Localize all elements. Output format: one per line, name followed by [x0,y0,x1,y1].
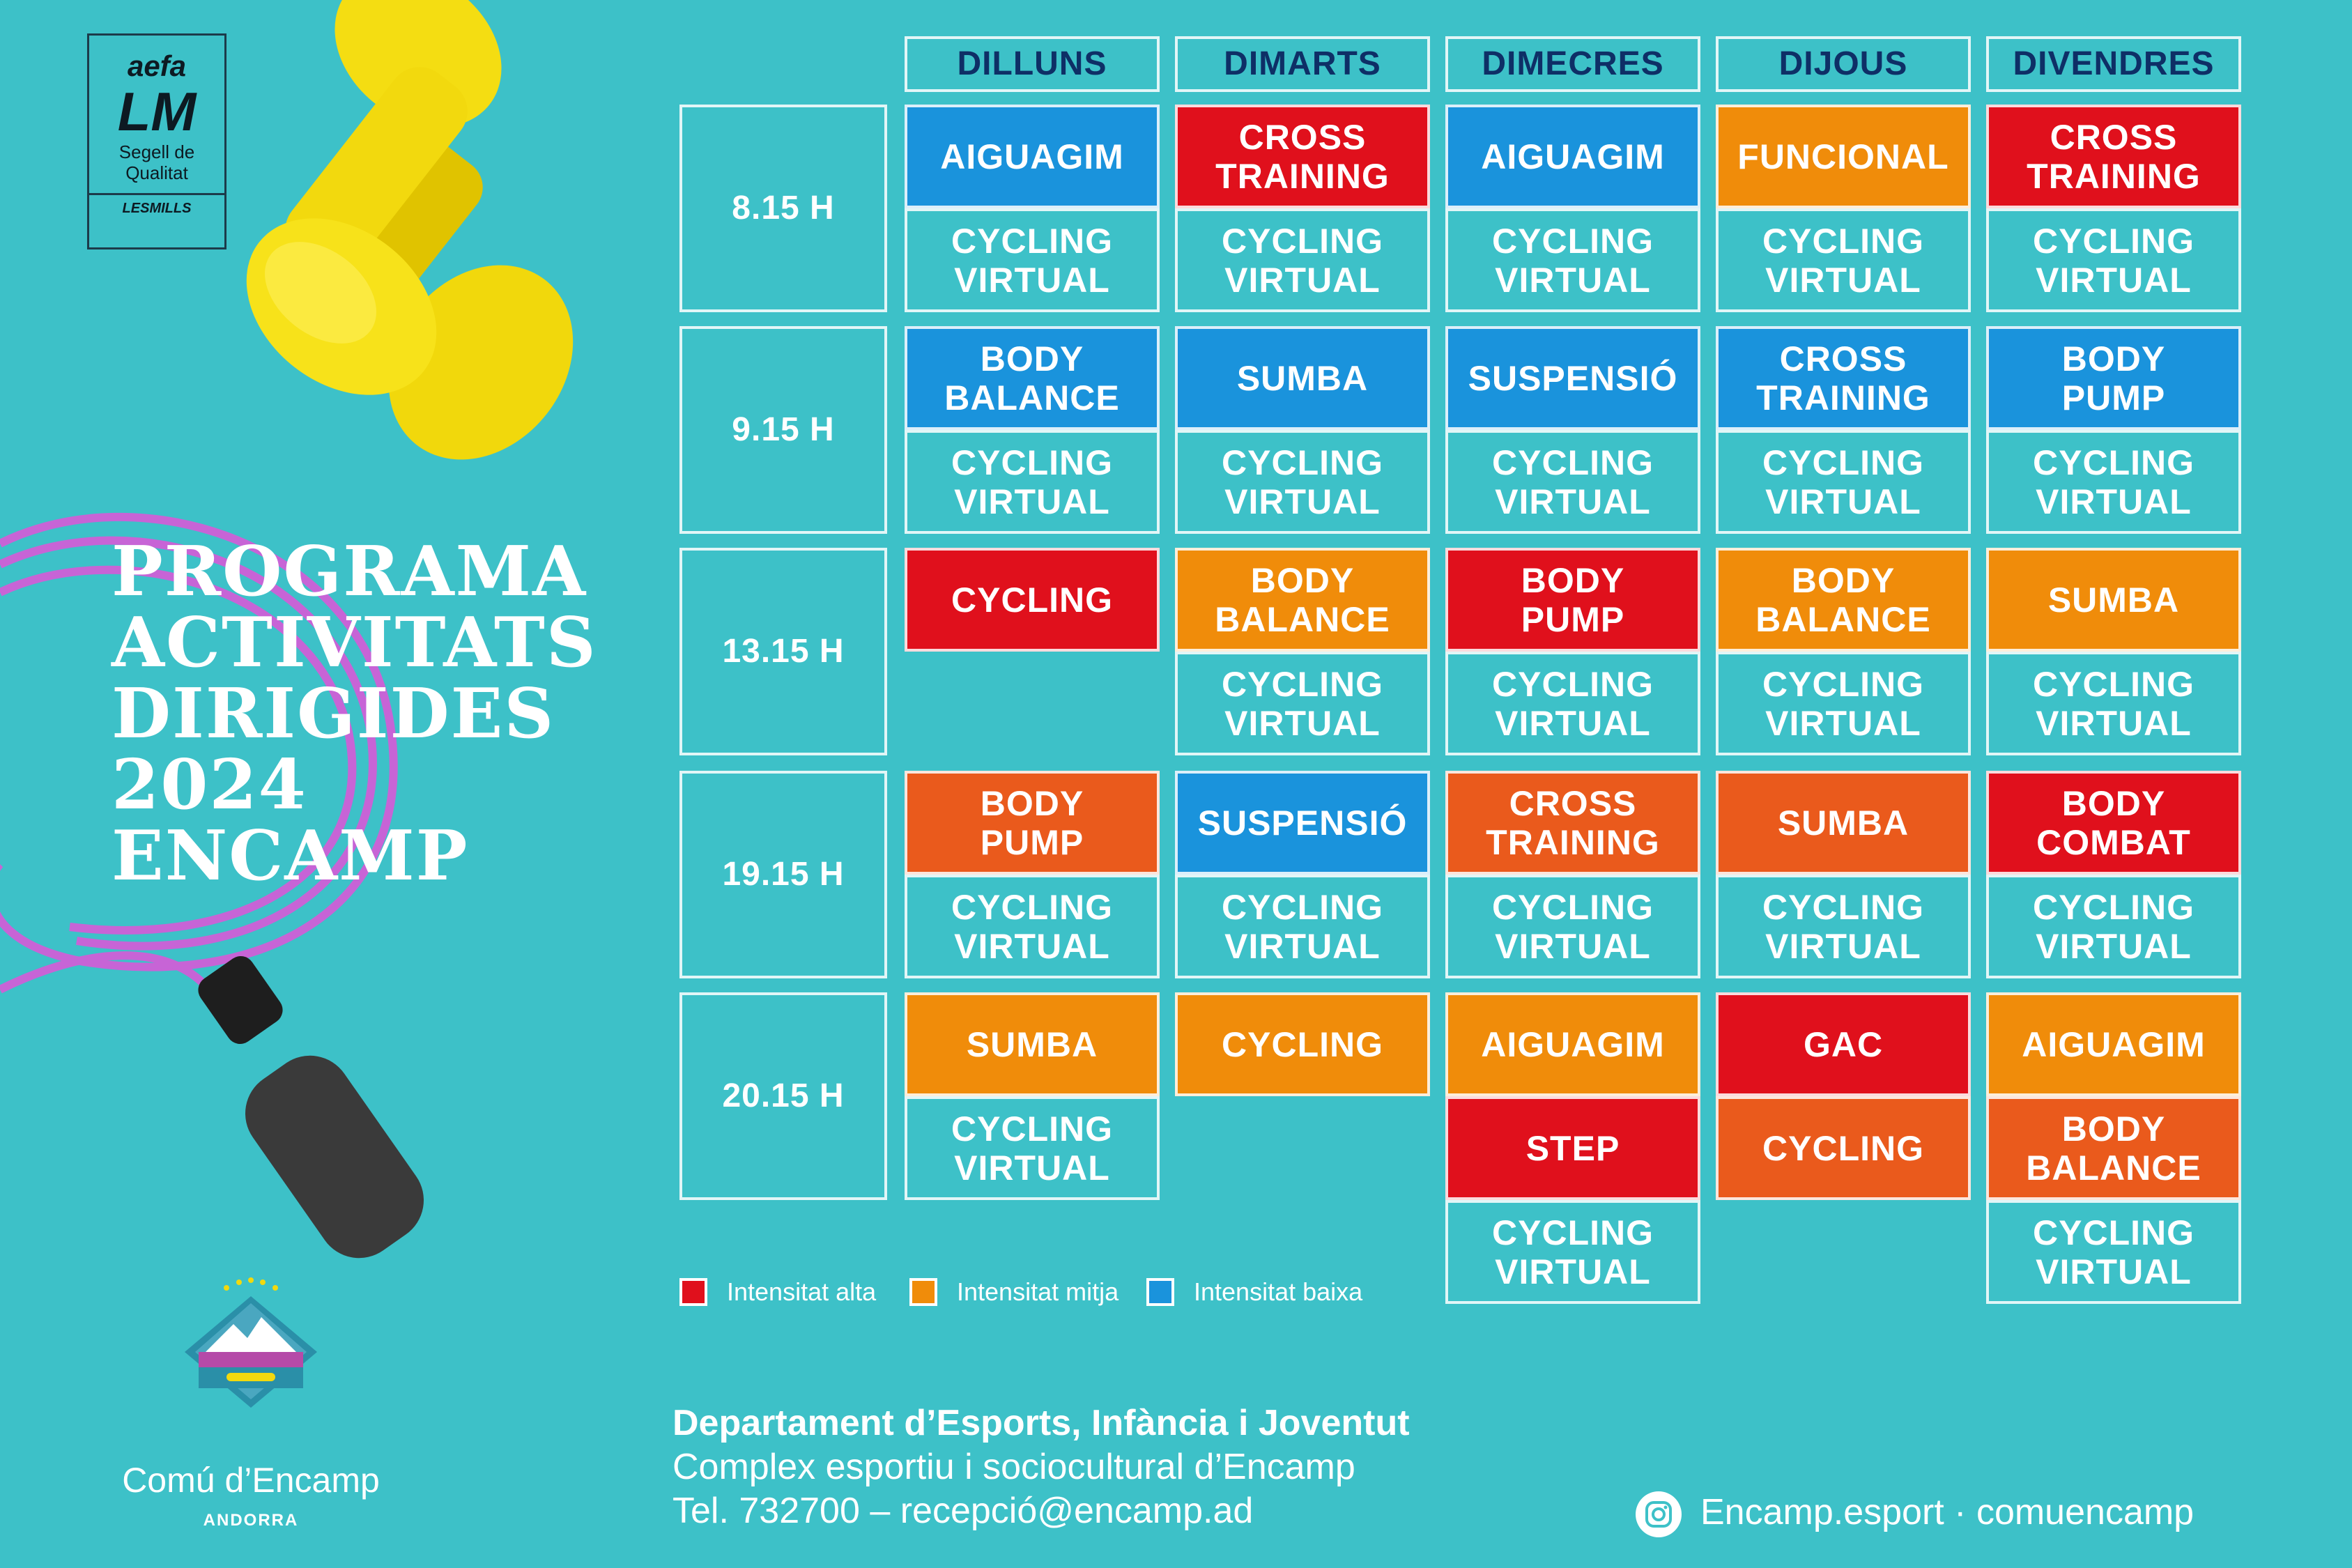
activity-cell: CYCLING VIRTUAL [1175,430,1430,534]
activity-cell: CROSS TRAINING [1445,771,1700,875]
activity-cell: CYCLING VIRTUAL [905,875,1160,978]
day-header: DIMARTS [1175,36,1430,92]
activity-cell: CYCLING VIRTUAL [1986,652,2241,755]
jump-rope-illustration [0,512,424,1259]
logo-country: ANDORRA [203,1511,299,1530]
activity-cell: CYCLING VIRTUAL [1445,208,1700,312]
activity-cell: CYCLING [1175,992,1430,1096]
activity-cell: AIGUAGIM [1986,992,2241,1096]
legend-item: Intensitat baixa [1146,1277,1362,1307]
activity-cell: SUMBA [905,992,1160,1096]
badge-line1: Segell de [118,141,195,162]
legend-swatch [1146,1278,1174,1306]
title-line: ACTIVITATS [112,603,597,683]
legend-swatch [679,1278,707,1306]
activity-cell: CYCLING VIRTUAL [1445,1200,1700,1304]
activity-cell: CYCLING VIRTUAL [905,430,1160,534]
activity-cell: AIGUAGIM [1445,105,1700,208]
badge-brand: aefa [127,49,187,82]
badge-mark: LM [117,81,197,142]
activity-cell: CYCLING VIRTUAL [1986,1200,2241,1304]
time-slot: 19.15 H [679,771,887,978]
title-line: DIRIGIDES [112,674,555,754]
activity-cell: BODY BALANCE [1716,548,1971,652]
activity-cell: SUMBA [1175,326,1430,430]
legend-item: Intensitat alta [679,1277,876,1307]
legend-label: Intensitat alta [727,1277,877,1306]
activity-cell: CYCLING [1716,1096,1971,1200]
quality-seal-badge: aefa LM Segell de Qualitat LESMILLS [87,33,226,249]
activity-cell: CYCLING VIRTUAL [1716,875,1971,978]
time-slot: 20.15 H [679,992,887,1200]
activity-cell: CYCLING VIRTUAL [1175,875,1430,978]
activity-cell: CYCLING VIRTUAL [1445,875,1700,978]
activity-cell: SUMBA [1716,771,1971,875]
day-header: DIMECRES [1445,36,1700,92]
activity-cell: AIGUAGIM [1445,992,1700,1096]
activity-cell: CYCLING VIRTUAL [1986,208,2241,312]
title-line: PROGRAMA [112,532,587,612]
activity-cell: BODY PUMP [1445,548,1700,652]
title-line: 2024 [112,745,307,825]
day-header: DIVENDRES [1986,36,2241,92]
activity-cell: CROSS TRAINING [1716,326,1971,430]
legend-label: Intensitat mitja [957,1277,1119,1306]
activity-cell: CYCLING [905,548,1160,652]
time-slot: 13.15 H [679,548,887,755]
schedule-grid: DILLUNS DIMARTS DIMECRES DIJOUS DIVENDRES 8.1… [679,36,2241,1304]
comu-encamp-logo-icon [185,1277,317,1408]
activity-cell: CYCLING VIRTUAL [1986,430,2241,534]
activity-cell: SUSPENSIÓ [1175,771,1430,875]
activity-cell: CYCLING VIRTUAL [1445,652,1700,755]
department-name: Departament d’Esports, Infància i Jovent… [672,1403,1410,1443]
activity-cell: BODY BALANCE [1175,548,1430,652]
legend-swatch [909,1278,937,1306]
badge-partner: LESMILLS [89,193,224,217]
legend-label: Intensitat baixa [1194,1277,1363,1306]
activity-cell: SUSPENSIÓ [1445,326,1700,430]
activity-cell: CYCLING VIRTUAL [1445,430,1700,534]
time-slot: 9.15 H [679,326,887,534]
activity-cell: CYCLING VIRTUAL [1175,208,1430,312]
title-line: ENCAMP [112,816,469,896]
social-handles[interactable]: Encamp.esport · comuencamp [1700,1492,2195,1532]
activity-cell: BODY PUMP [1986,326,2241,430]
contact-info: Tel. 732700 – recepció@encamp.ad [672,1491,1254,1531]
instagram-icon [1636,1491,1682,1537]
activity-cell: FUNCIONAL [1716,105,1971,208]
activity-cell: CYCLING VIRTUAL [1716,430,1971,534]
complex-name: Complex esportiu i sociocultural d’Encam… [672,1447,1355,1487]
activity-cell: BODY BALANCE [1986,1096,2241,1200]
activity-cell: CYCLING VIRTUAL [905,1096,1160,1200]
logo-name: Comú d’Encamp [122,1461,380,1500]
badge-line2: Qualitat [125,162,188,183]
legend-item: Intensitat mitja [909,1277,1119,1307]
activity-cell: CROSS TRAINING [1986,105,2241,208]
activity-cell: CYCLING VIRTUAL [905,208,1160,312]
dumbbells-illustration [246,0,574,460]
activity-cell: CROSS TRAINING [1175,105,1430,208]
activity-cell: BODY BALANCE [905,326,1160,430]
activity-cell: CYCLING VIRTUAL [1716,208,1971,312]
activity-cell: SUMBA [1986,548,2241,652]
activity-cell: CYCLING VIRTUAL [1716,652,1971,755]
activity-cell: AIGUAGIM [905,105,1160,208]
day-header: DIJOUS [1716,36,1971,92]
activity-cell: CYCLING VIRTUAL [1175,652,1430,755]
activity-cell: BODY PUMP [905,771,1160,875]
activity-cell: BODY COMBAT [1986,771,2241,875]
page-title: PROGRAMA ACTIVITATS DIRIGIDES 2024 ENCAM… [112,537,597,892]
activity-cell: STEP [1445,1096,1700,1200]
activity-cell: CYCLING VIRTUAL [1986,875,2241,978]
time-slot: 8.15 H [679,105,887,312]
day-header: DILLUNS [905,36,1160,92]
activity-cell: GAC [1716,992,1971,1096]
